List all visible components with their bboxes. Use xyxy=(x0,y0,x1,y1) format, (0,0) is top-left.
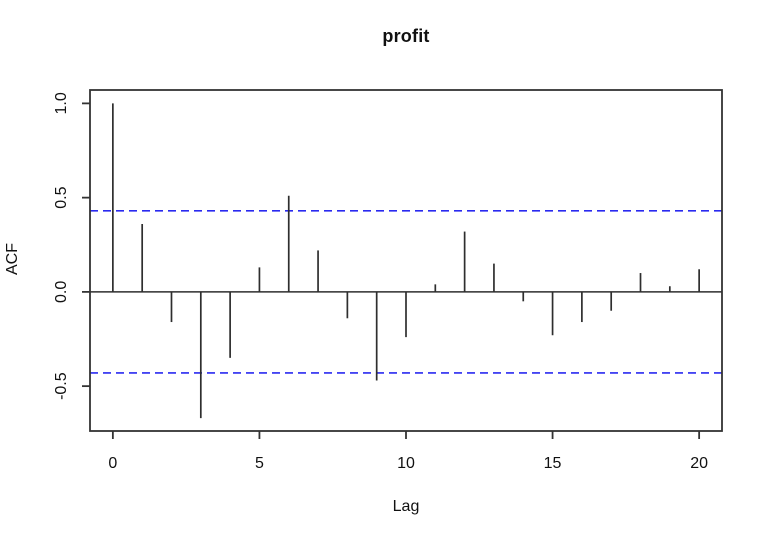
chart-title: profit xyxy=(382,26,430,46)
x-tick-label: 0 xyxy=(108,455,117,472)
x-tick-label: 5 xyxy=(255,455,264,472)
x-tick-label: 10 xyxy=(397,455,415,472)
x-tick-label: 20 xyxy=(690,455,708,472)
plot-border xyxy=(89,89,723,432)
x-tick-label: 15 xyxy=(544,455,562,472)
y-tick-label: 1.0 xyxy=(53,92,70,114)
y-tick-label: 0.5 xyxy=(53,186,70,208)
y-tick-label: -0.5 xyxy=(53,372,70,400)
y-tick-label: 0.0 xyxy=(53,281,70,303)
x-axis-label: Lag xyxy=(392,498,420,515)
